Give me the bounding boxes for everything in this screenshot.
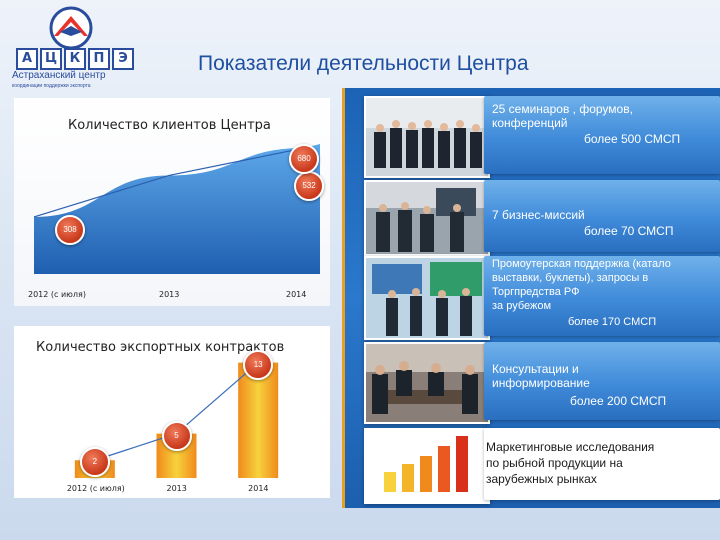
clients-data-label: 308: [55, 214, 85, 245]
activity-text: информирование: [492, 376, 590, 390]
activity-card: Консультации и информирование более 200 …: [484, 342, 720, 420]
activity-text: 25 семинаров , форумов,: [492, 102, 633, 116]
clients-x-tick: 2012 (с июля): [28, 290, 86, 299]
consultation-photo: [364, 342, 490, 424]
activity-item: Маркетинговые исследования по рыбной про…: [364, 428, 720, 504]
activity-text: конференций: [492, 116, 568, 130]
activity-text: по рыбной продукции на: [486, 456, 623, 470]
contracts-x-tick: 2014: [248, 484, 269, 493]
activity-count: более 70 СМСП: [584, 224, 674, 238]
business-mission-photo: [364, 180, 490, 256]
activity-item: 25 семинаров , форумов, конференций боле…: [364, 96, 720, 178]
clients-trend-line: [33, 147, 305, 218]
activity-card: Промоутерская поддержка (катало выставки…: [484, 256, 720, 336]
logo: А Ц К П Э Астраханский центр координации…: [12, 6, 134, 89]
clients-x-tick: 2013: [159, 290, 180, 299]
activity-text: Консультации и: [492, 362, 579, 376]
clients-data-label: 680: [289, 144, 319, 175]
clients-chart-panel: Количество клиентов Центра 308 532 680 201…: [14, 98, 330, 306]
activity-text: зарубежных рынках: [486, 472, 597, 486]
market-research-chart-icon: [364, 428, 490, 504]
clients-chart-title: Количество клиентов Центра: [68, 118, 271, 133]
contracts-chart-panel: Количество экспортных контрактов 2 5 13 20…: [14, 326, 330, 498]
page-title: Показатели деятельности Центра: [198, 52, 529, 75]
logo-letter: А: [16, 48, 38, 70]
activity-card: 25 семинаров , форумов, конференций боле…: [484, 96, 720, 174]
seminar-photo: [364, 96, 490, 178]
activity-item: Консультации и информирование более 200 …: [364, 342, 720, 424]
clients-data-label: 532: [294, 171, 324, 202]
logo-name: Астраханский центр: [12, 70, 106, 81]
contracts-data-label: 2: [79, 447, 110, 478]
activity-text: Промоутерская поддержка (катало: [492, 258, 671, 270]
activity-text: Маркетинговые исследования: [486, 440, 655, 454]
activity-text: 7 бизнес-миссий: [492, 208, 585, 222]
logo-letters: А Ц К П Э: [16, 48, 134, 70]
contracts-x-tick: 2013: [166, 484, 187, 493]
clients-chart-svg: [14, 98, 330, 306]
activity-count: более 200 СМСП: [570, 394, 667, 408]
clients-x-tick: 2014: [286, 290, 307, 299]
activity-text: за рубежом: [492, 300, 552, 312]
logo-letter: К: [64, 48, 86, 70]
contracts-bar: [238, 362, 279, 478]
contracts-data-label: 5: [161, 420, 192, 451]
logo-subtitle: координации поддержки экспорта: [12, 83, 91, 89]
activity-count: более 170 СМСП: [568, 316, 657, 328]
logo-letter: Э: [112, 48, 134, 70]
clients-area: [34, 144, 320, 274]
logo-letter: П: [88, 48, 110, 70]
activity-text: Торгпредства РФ: [492, 286, 580, 298]
activity-card: 7 бизнес-миссий более 70 СМСП: [484, 180, 720, 252]
activity-text: выставки, буклеты), запросы в: [492, 272, 649, 284]
contracts-x-tick: 2012 (с июля): [66, 484, 125, 493]
activity-card: Маркетинговые исследования по рыбной про…: [484, 428, 720, 500]
activity-item: Промоутерская поддержка (катало выставки…: [364, 256, 720, 340]
activity-item: 7 бизнес-миссий более 70 СМСП: [364, 180, 720, 256]
contracts-data-label: 13: [243, 349, 274, 380]
contracts-chart-title: Количество экспортных контрактов: [36, 340, 285, 355]
activity-count: более 500 СМСП: [584, 132, 681, 146]
exhibition-photo: [364, 256, 490, 340]
logo-emblem-icon: [49, 6, 93, 50]
logo-letter: Ц: [40, 48, 62, 70]
